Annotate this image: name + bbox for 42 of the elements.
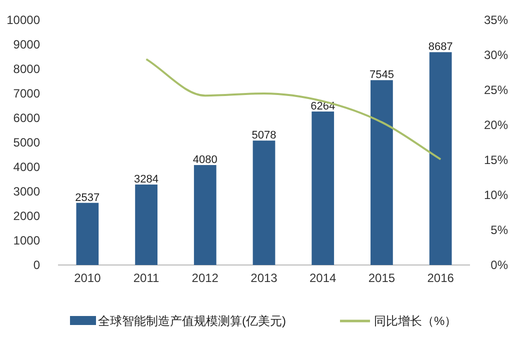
data-label: 3284: [134, 174, 159, 186]
y2-tick-label: 10%: [484, 188, 508, 202]
y-tick-label: 6000: [13, 111, 40, 125]
y2-tick-label: 25%: [484, 83, 508, 97]
y-tick-label: 1000: [13, 234, 40, 248]
y2-tick-label: 30%: [484, 48, 508, 62]
data-label: 7545: [369, 69, 394, 82]
bar: [370, 80, 393, 265]
legend: 同比增长（%）: [340, 314, 457, 328]
data-label: 4080: [192, 154, 218, 166]
data-label: 5078: [252, 130, 276, 142]
y-tick-label: 7000: [13, 86, 40, 100]
x-tick-label: 2010: [74, 271, 102, 285]
y2-tick-label: 20%: [484, 118, 508, 132]
x-tick-label: 2014: [310, 271, 337, 285]
bar: [194, 165, 216, 265]
x-tick-label: 2016: [427, 271, 454, 285]
y-tick-label: 5000: [13, 136, 40, 150]
data-label: 2537: [75, 192, 100, 204]
data-label: 8687: [428, 41, 453, 54]
y-tick-label: 10000: [6, 13, 40, 27]
y-tick-label: 4000: [13, 160, 40, 174]
x-tick-label: 2015: [368, 271, 396, 285]
y2-tick-label: 15%: [484, 153, 508, 167]
bar: [312, 112, 334, 265]
bar: [135, 184, 158, 265]
x-tick-label: 2013: [250, 271, 278, 285]
y-tick-label: 0: [33, 258, 40, 272]
y2-tick-label: 0%: [490, 258, 508, 272]
y2-tick-label: 5%: [490, 223, 508, 237]
legend: 全球智能制造产值规模测算(亿美元): [70, 314, 286, 328]
bar: [252, 140, 276, 265]
x-tick-label: 2011: [133, 271, 160, 285]
y2-tick-label: 35%: [484, 13, 508, 27]
x-tick-label: 2012: [192, 271, 219, 285]
bar: [76, 202, 99, 265]
y-tick-label: 8000: [13, 62, 40, 76]
y-tick-label: 3000: [13, 184, 40, 198]
y-tick-label: 9000: [13, 38, 40, 52]
legend-label: 同比增长（%）: [374, 314, 457, 328]
bar: [429, 52, 452, 265]
y-tick-label: 2000: [13, 209, 40, 223]
